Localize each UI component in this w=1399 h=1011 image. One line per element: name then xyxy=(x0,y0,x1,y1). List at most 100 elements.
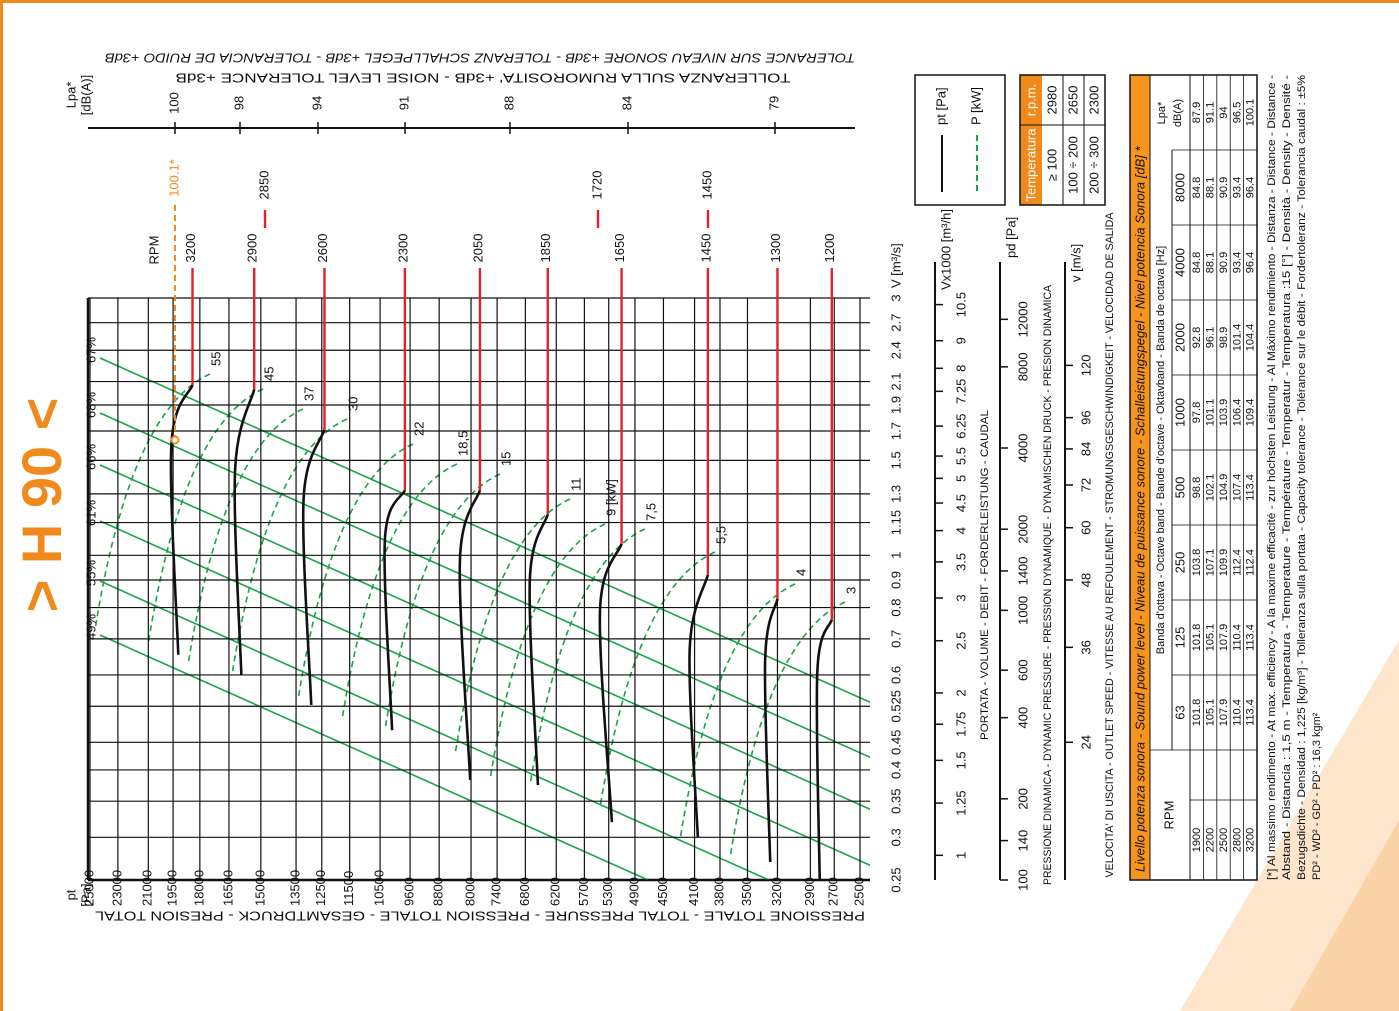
secondary-tick-label: 1400 xyxy=(1015,556,1030,585)
y-tick-label: 3500 xyxy=(739,877,754,906)
secondary-tick-label: 2000 xyxy=(1015,515,1030,544)
secondary-tick-label: 24 xyxy=(1078,735,1093,749)
table-header: Lpa* xyxy=(1156,101,1168,124)
power-curve xyxy=(341,463,458,721)
fan-curve xyxy=(458,489,482,781)
y-tick-label: 6800 xyxy=(517,877,532,906)
table-border xyxy=(1019,74,1106,206)
footnote-line: [*] Al massimo rendimento - At max. effi… xyxy=(1266,75,1278,880)
x-tick-label: 1 xyxy=(888,552,903,559)
x-tick-label: 1.5 xyxy=(888,451,903,469)
power-label: 55 xyxy=(208,352,223,366)
rpm-value: 1300 xyxy=(768,234,783,263)
temperature-table: Temperatura r.p.m. ≥ 100 2980 100 ÷ 200 2650 2… xyxy=(1019,74,1106,206)
lpa-tick-label: 98 xyxy=(231,96,246,110)
x-tick-label: 0.45 xyxy=(888,730,903,755)
band-label: 500 xyxy=(1172,477,1187,499)
secondary-tick-label: 48 xyxy=(1078,573,1093,587)
table-cell: 113.4 xyxy=(1245,474,1257,501)
secondary-tick-label: 2 xyxy=(953,689,968,696)
power-label: 7,5 xyxy=(643,503,658,521)
x-tick-label: 3 xyxy=(888,294,903,301)
power-curve xyxy=(187,408,304,666)
power-curve xyxy=(231,418,348,676)
x-tick-label: 0.25 xyxy=(888,867,903,892)
table-cell: 84.8 xyxy=(1191,252,1203,273)
power-label: 18,5 xyxy=(455,431,470,456)
limit-rpm-label: 1720 xyxy=(589,171,604,200)
table-cell: 113.4 xyxy=(1245,624,1257,651)
rpm-value: 3200 xyxy=(183,234,198,263)
fan-curve xyxy=(301,429,326,705)
secondary-tick-label: 12000 xyxy=(1015,301,1030,337)
power-label: 15 xyxy=(498,452,513,466)
secondary-tick-label: 2.5 xyxy=(953,632,968,650)
rpm-value: 1450 xyxy=(698,234,713,263)
power-label: 4 xyxy=(793,569,808,576)
x-tick-label: 1.9 xyxy=(888,396,903,414)
x-tick-label: 1.7 xyxy=(888,422,903,440)
limit-rpm-label: 2850 xyxy=(256,171,271,200)
y-tick-label: 3800 xyxy=(711,877,726,906)
lpa-tick-label: 79 xyxy=(766,96,781,110)
y-tick-label: 4900 xyxy=(626,877,641,906)
limit-rpm-label: 1450 xyxy=(699,171,714,200)
y-tick-label: 4500 xyxy=(655,877,670,906)
table-cell: 97.8 xyxy=(1191,402,1203,423)
table-cell: 2200 xyxy=(1205,828,1217,852)
table-cell: 107.4 xyxy=(1231,474,1243,502)
lpa-axis-label: Lpa* xyxy=(63,82,78,109)
table-cell: 105.1 xyxy=(1205,624,1217,652)
secondary-tick-label: 1 xyxy=(953,852,968,859)
y-tick-label: 21000 xyxy=(140,870,155,906)
secondary-tick-label: 7.25 xyxy=(953,379,968,404)
table-cell: 109.9 xyxy=(1218,549,1230,577)
efficiency-label: 49% xyxy=(83,614,98,640)
table-cell: 1900 xyxy=(1191,828,1203,852)
y-tick-label: 5700 xyxy=(576,877,591,906)
rpm-value: 1200 xyxy=(822,234,837,263)
table-title: Livello potenza sonora - Sound power lev… xyxy=(1132,146,1147,872)
power-label: 11 xyxy=(568,478,583,492)
table-cell: 98.9 xyxy=(1218,327,1230,348)
secondary-tick-label: 84 xyxy=(1078,442,1093,456)
secondary-tick-label: 72 xyxy=(1078,478,1093,492)
band-label: 63 xyxy=(1172,705,1187,719)
secondary-tick-label: 60 xyxy=(1078,520,1093,534)
x-tick-label: 0.525 xyxy=(888,690,903,723)
table-cell: 2800 xyxy=(1231,828,1243,852)
lpa-tick-label: 91 xyxy=(396,96,411,110)
secondary-tick-label: 6.25 xyxy=(953,413,968,438)
plot-area xyxy=(94,357,870,880)
footnote-line: Bezugsdichte - Densidad : 1,225 [kg/m³] … xyxy=(1296,75,1308,880)
power-curve xyxy=(147,388,264,646)
secondary-tick-label: 4.5 xyxy=(953,494,968,512)
secondary-axis-title: VELOCITA' DI USCITA - OUTLET SPEED - VIT… xyxy=(1104,212,1116,878)
power-curve xyxy=(94,373,211,631)
secondary-axis-label: v [m/s] xyxy=(1068,244,1083,282)
y-tick-label: 5300 xyxy=(600,877,615,906)
band-label: 125 xyxy=(1172,627,1187,649)
y-tick-label: 2900 xyxy=(802,877,817,906)
lpa-tick-label: 100 xyxy=(166,92,181,114)
power-curve xyxy=(297,443,414,701)
band-label: 8000 xyxy=(1172,173,1187,202)
table-header-bg xyxy=(1020,75,1042,205)
legend-box xyxy=(914,74,1006,206)
secondary-tick-label: 120 xyxy=(1078,355,1093,377)
efficiency-label: 61% xyxy=(83,500,98,526)
y-tick-label: 18000 xyxy=(191,870,206,906)
fan-curve xyxy=(598,543,623,823)
fan-curve xyxy=(528,514,550,786)
power-curve xyxy=(489,523,606,781)
secondary-tick-label: 1.5 xyxy=(953,751,968,769)
page-border xyxy=(0,0,1399,3)
table-cell: 104.4 xyxy=(1245,324,1257,352)
y-tick-label: 19500 xyxy=(165,870,180,906)
table-cell: 107.9 xyxy=(1218,624,1230,652)
lpa-axis-label: [dB(A)] xyxy=(78,75,93,115)
x-tick-label: 2.7 xyxy=(888,314,903,332)
table-cell: 2650 xyxy=(1065,86,1080,115)
rpm-label: RPM xyxy=(146,236,161,265)
